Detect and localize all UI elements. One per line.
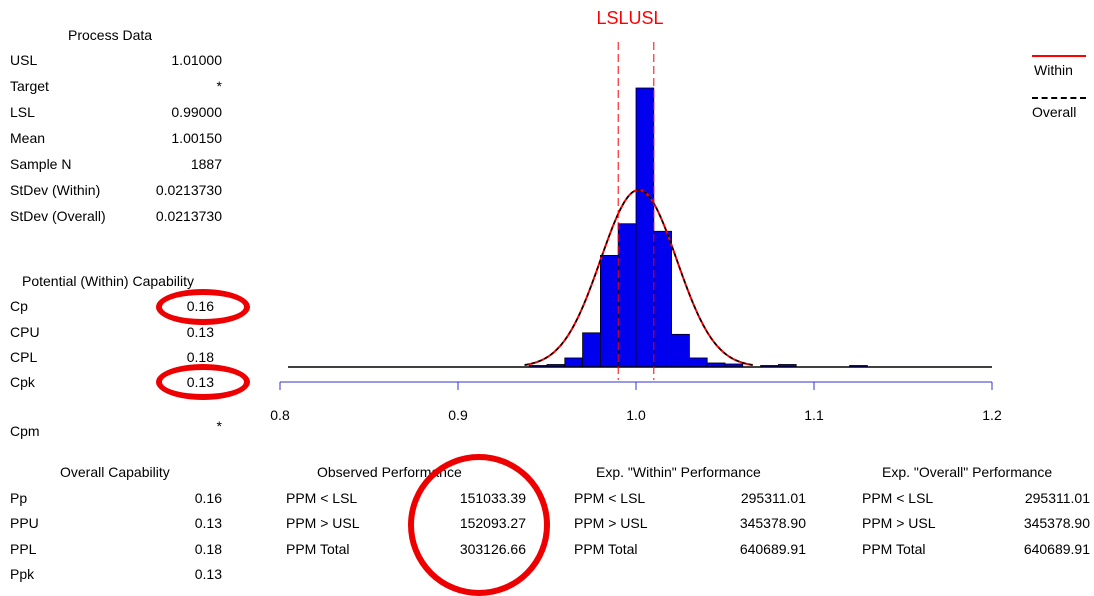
capability-row-value: 0.13 <box>186 324 214 340</box>
exp-within-row-value: 345378.90 <box>739 515 806 531</box>
capability-row-label: Cp <box>10 298 28 314</box>
overall-row-label: PPL <box>10 541 37 557</box>
exp-within-row-value: 295311.01 <box>740 490 806 506</box>
process-row-label: Sample N <box>10 156 72 172</box>
histogram-bar <box>600 254 619 368</box>
process-row-label: StDev (Within) <box>10 182 101 198</box>
exp-within-row-label: PPM > USL <box>574 515 648 531</box>
histogram-bar <box>689 357 708 368</box>
legend-overall-line <box>1032 97 1086 99</box>
overall-row-value: 0.13 <box>194 515 222 531</box>
histogram-bar <box>635 87 655 368</box>
histogram-bar <box>617 223 637 368</box>
chart-title: LSLUSL <box>596 8 664 28</box>
overall-row-value: 0.18 <box>194 541 222 557</box>
process-row-label: Target <box>10 78 49 94</box>
process-row-value: 0.0213730 <box>155 182 222 198</box>
exp-within-row-value: 640689.91 <box>739 541 806 557</box>
observed-performance-title: Observed Performance <box>317 464 462 480</box>
capability-row-value: * <box>216 418 222 434</box>
exp-overall-row-value: 640689.91 <box>1023 541 1090 557</box>
spec-limit-lines <box>617 42 655 380</box>
legend-within-label: Within <box>1034 62 1073 78</box>
exp-overall-row-label: PPM Total <box>862 541 926 557</box>
capability-row-label: CPL <box>10 349 38 365</box>
exp-within-row-label: PPM Total <box>574 541 638 557</box>
observed-row-label: PPM < LSL <box>286 490 358 506</box>
observed-row-label: PPM Total <box>286 541 350 557</box>
overall-row-label: Pp <box>10 490 28 506</box>
highlight-ellipse-observed <box>408 454 550 596</box>
histogram-bar <box>582 332 601 368</box>
overall-capability-title: Overall Capability <box>60 464 170 480</box>
process-row-label: USL <box>10 52 38 68</box>
legend-within-line <box>1032 55 1086 57</box>
highlight-ellipse-cp <box>156 289 250 325</box>
potential-capability-title: Potential (Within) Capability <box>22 273 194 289</box>
process-row-value: 0.0213730 <box>155 208 222 224</box>
capability-row-label: CPU <box>10 324 40 340</box>
capability-row-label: Cpm <box>10 423 40 439</box>
exp-overall-row-label: PPM > USL <box>862 515 936 531</box>
overall-row-value: 0.16 <box>194 490 222 506</box>
overall-row-value: 0.13 <box>194 566 222 582</box>
exp-overall-performance-title: Exp. "Overall" Performance <box>882 464 1053 480</box>
x-axis: 0.8 0.9 1.0 1.1 1.2 <box>270 381 1002 423</box>
exp-overall-row-label: PPM < LSL <box>862 490 934 506</box>
capability-row-label: Cpk <box>10 374 35 390</box>
process-row-value: 0.99000 <box>171 104 222 120</box>
process-row-value: * <box>216 78 222 94</box>
process-row-value: 1.01000 <box>171 52 222 68</box>
legend-overall-label: Overall <box>1032 104 1077 120</box>
capability-row-value: 0.18 <box>186 349 214 365</box>
overall-row-label: Ppk <box>10 566 35 582</box>
process-row-label: StDev (Overall) <box>10 208 106 224</box>
process-row-label: Mean <box>10 130 46 146</box>
x-tick-label: 1.0 <box>626 407 646 423</box>
process-row-value: 1.00150 <box>171 130 222 146</box>
histogram-bar <box>671 333 690 368</box>
overall-curve <box>524 189 753 366</box>
exp-overall-row-value: 345378.90 <box>1023 515 1090 531</box>
histogram-bar <box>564 357 583 368</box>
process-row-label: LSL <box>10 104 35 120</box>
process-data-title: Process Data <box>68 27 153 43</box>
histogram-bars <box>288 87 992 368</box>
fit-curves <box>524 188 753 367</box>
exp-overall-row-value: 295311.01 <box>1024 490 1090 506</box>
exp-within-performance-title: Exp. "Within" Performance <box>596 464 761 480</box>
x-tick-label: 0.9 <box>448 407 468 423</box>
highlight-ellipse-cpk <box>156 364 250 400</box>
x-tick-label: 1.1 <box>804 407 824 423</box>
x-tick-label: 1.2 <box>982 407 1002 423</box>
exp-within-row-label: PPM < LSL <box>574 490 646 506</box>
observed-row-label: PPM > USL <box>286 515 360 531</box>
x-tick-label: 0.8 <box>270 407 290 423</box>
overall-row-label: PPU <box>10 515 39 531</box>
histogram-bar <box>653 230 672 368</box>
process-row-value: 1887 <box>190 156 222 172</box>
